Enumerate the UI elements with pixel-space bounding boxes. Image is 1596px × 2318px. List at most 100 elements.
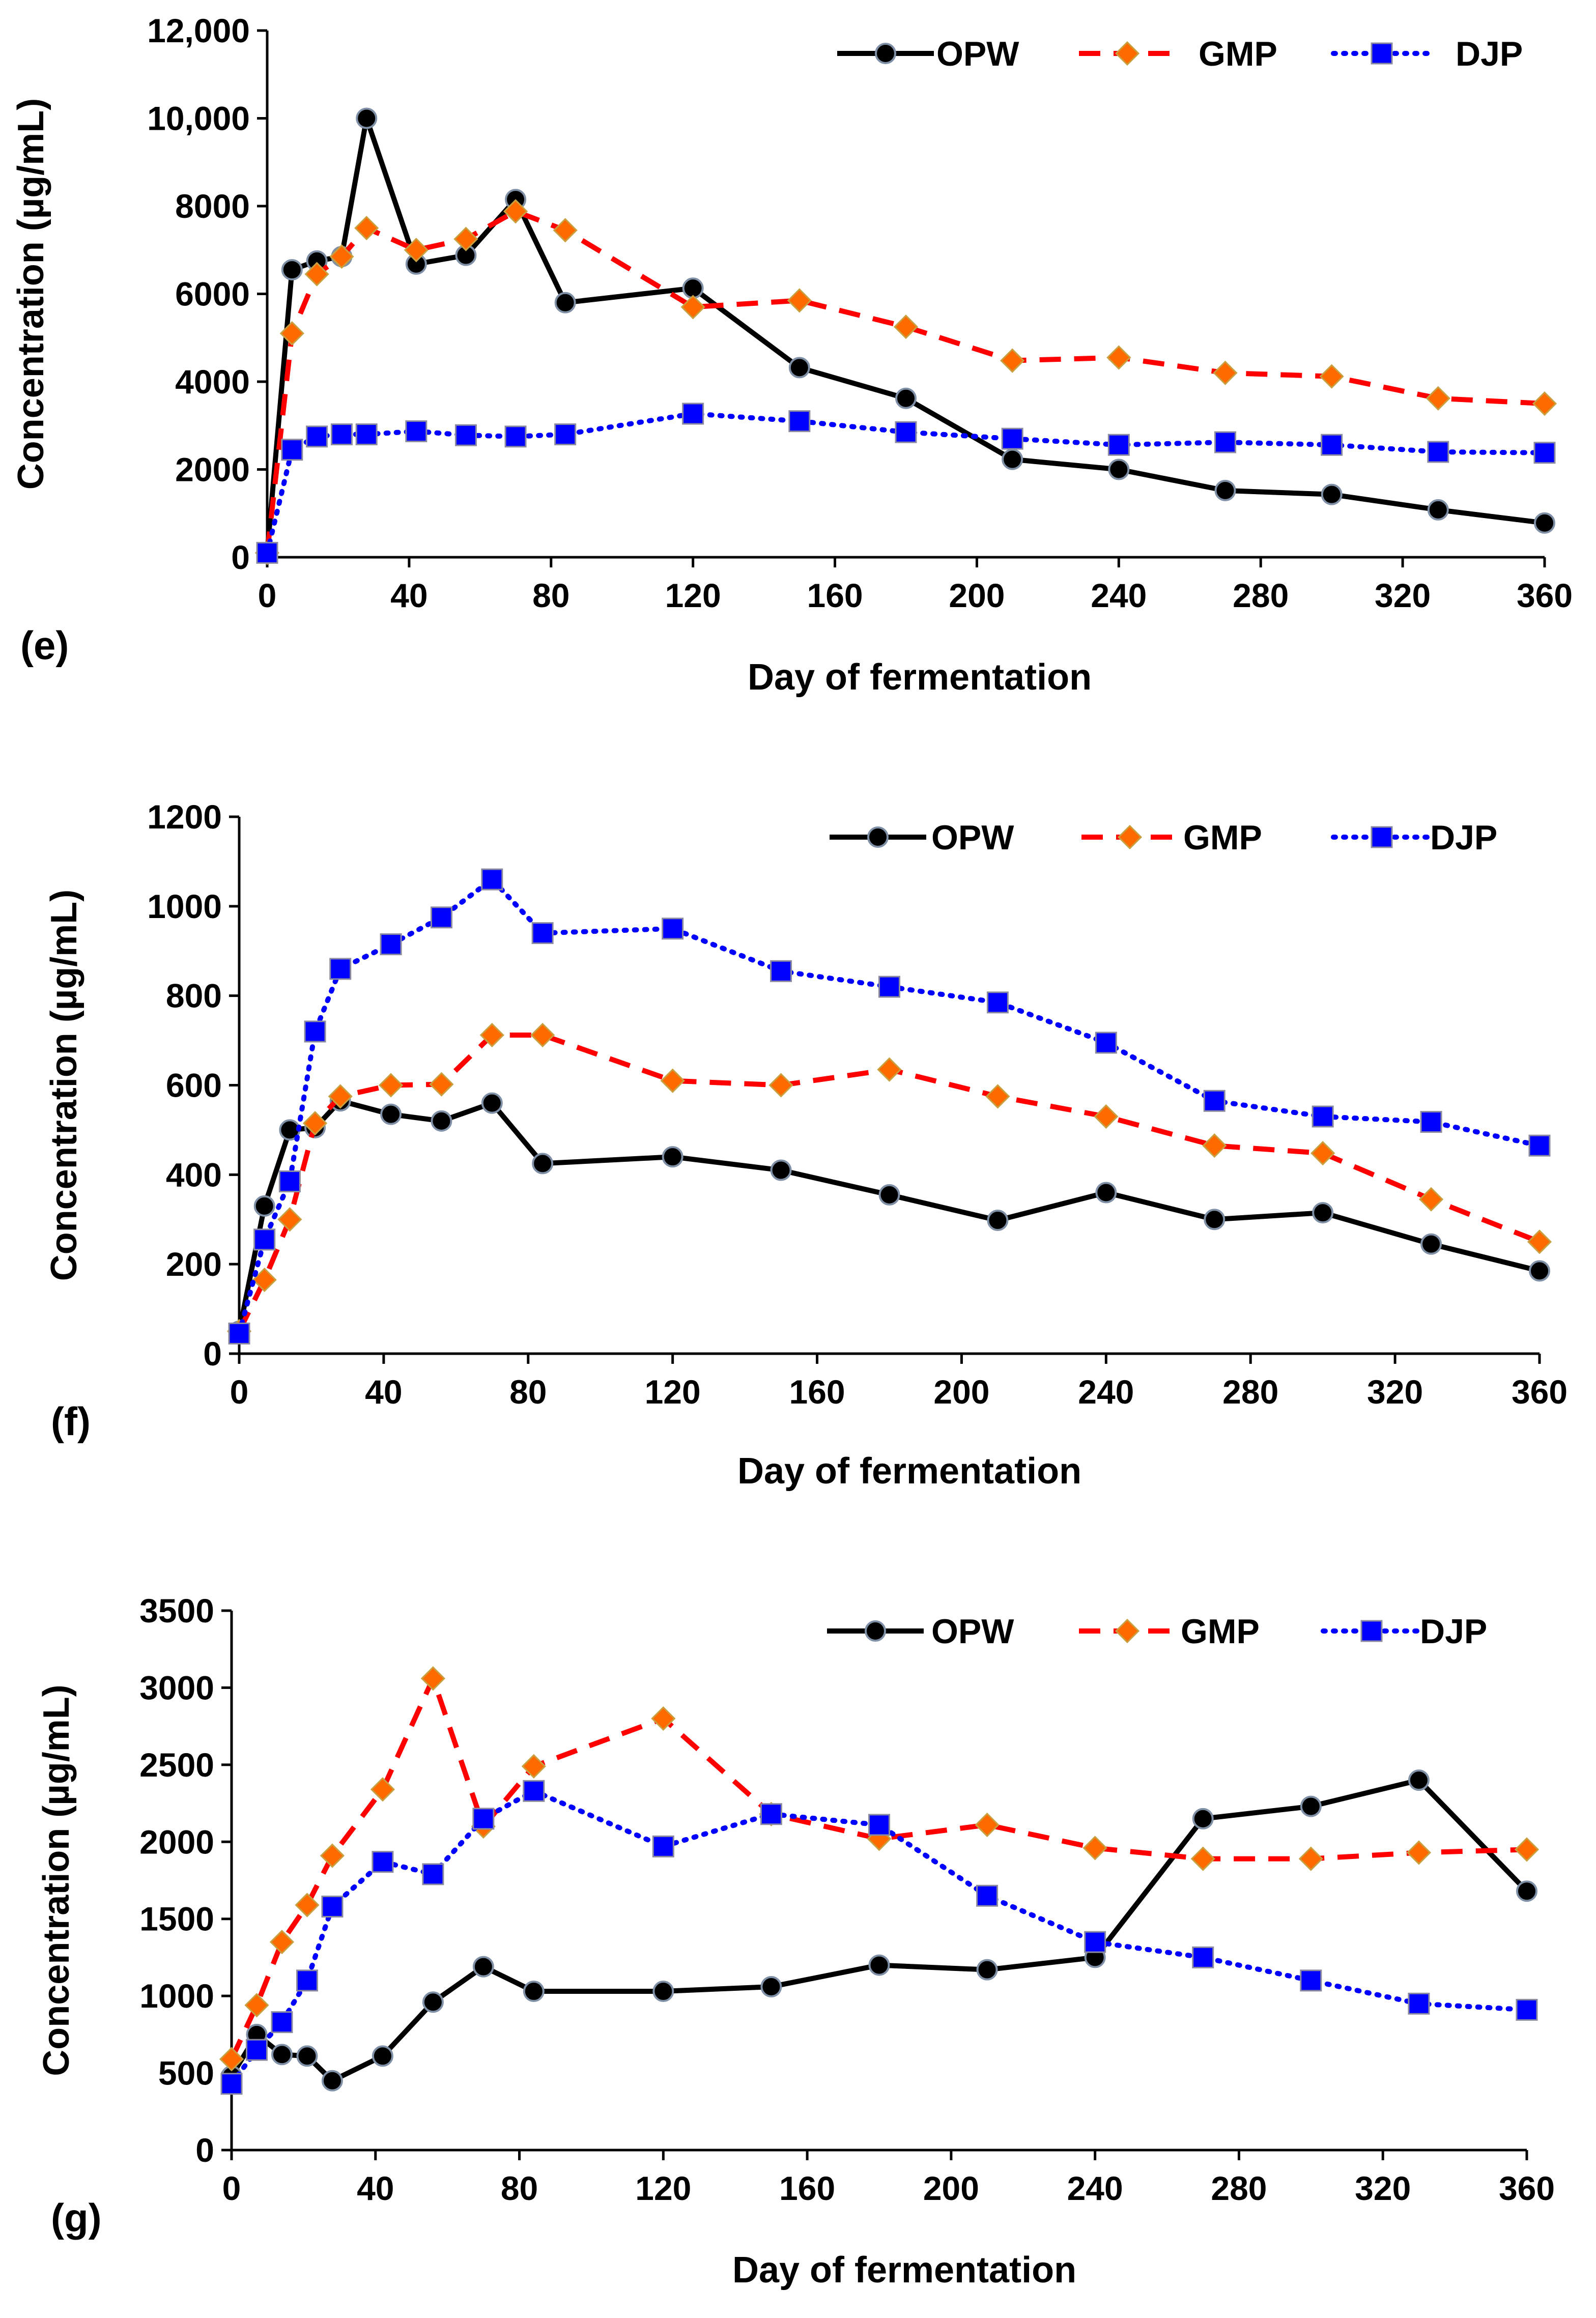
series-djp xyxy=(256,403,1556,564)
legend: OPW GMP DJP xyxy=(837,35,1523,73)
data-point-gmp xyxy=(295,1893,320,1918)
y-tick-label: 10,000 xyxy=(147,100,250,137)
legend-marker-gmp xyxy=(1115,41,1140,66)
data-point-opw xyxy=(976,1959,998,1981)
data-point-djp xyxy=(430,906,452,929)
data-point-opw xyxy=(472,1956,494,1978)
x-tick-label: 200 xyxy=(933,1373,989,1411)
data-point-gmp xyxy=(320,1843,345,1868)
y-tick-label: 500 xyxy=(158,2054,214,2092)
data-point-gmp xyxy=(219,2047,244,2072)
data-point-djp xyxy=(788,410,811,433)
data-point-djp xyxy=(405,420,428,442)
data-point-djp xyxy=(554,423,577,445)
data-point-djp xyxy=(523,1780,545,1802)
y-tick-label: 8000 xyxy=(175,187,250,225)
data-point-gmp xyxy=(420,1666,446,1691)
data-point-gmp xyxy=(329,244,354,269)
y-tick-label: 0 xyxy=(231,538,250,576)
series-line-gmp xyxy=(229,1676,1527,2061)
legend-marker-gmp xyxy=(1117,824,1143,850)
data-point-djp xyxy=(1321,434,1343,456)
legend-label-opw: OPW xyxy=(931,1612,1014,1651)
data-point-opw xyxy=(895,387,917,409)
series-gmp xyxy=(254,199,1557,565)
x-tick-label: 280 xyxy=(1211,2169,1267,2207)
data-point-gmp xyxy=(302,1111,328,1136)
x-axis-title: Day of fermentation xyxy=(737,1451,1081,1492)
y-tick-label: 400 xyxy=(166,1156,222,1193)
y-tick-label: 3000 xyxy=(139,1669,214,1706)
data-point-djp xyxy=(1203,1090,1226,1112)
legend-marker-djp xyxy=(1371,826,1393,848)
data-point-gmp xyxy=(304,262,329,287)
x-tick-label: 0 xyxy=(222,2169,241,2207)
data-point-gmp xyxy=(269,1930,295,1955)
data-point-djp xyxy=(306,425,328,448)
series-djp xyxy=(220,1780,1538,2095)
data-point-djp xyxy=(1533,442,1556,464)
data-point-gmp xyxy=(893,314,919,339)
y-tick-label: 1000 xyxy=(139,1977,214,2015)
data-point-opw xyxy=(380,1103,402,1125)
y-tick-label: 2000 xyxy=(139,1823,214,1861)
data-point-djp xyxy=(296,1969,318,1992)
data-point-opw xyxy=(431,1110,452,1132)
data-point-gmp xyxy=(1082,1836,1107,1861)
data-point-djp xyxy=(355,423,378,445)
data-point-gmp xyxy=(530,1022,555,1048)
data-point-opw xyxy=(1420,1233,1442,1255)
y-tick-label: 600 xyxy=(166,1067,222,1104)
data-point-gmp xyxy=(503,199,528,224)
data-point-djp xyxy=(878,976,900,998)
series-gmp xyxy=(219,1666,1540,2072)
data-point-opw xyxy=(253,1195,275,1217)
data-point-djp xyxy=(1516,1998,1538,2021)
data-point-gmp xyxy=(768,1073,793,1098)
panel-label: (f) xyxy=(51,1399,91,1444)
data-point-opw xyxy=(1192,1808,1214,1829)
data-point-djp xyxy=(228,1322,250,1344)
y-tick-label: 1500 xyxy=(139,1900,214,1938)
data-point-djp xyxy=(976,1884,999,1907)
data-point-djp xyxy=(868,1814,890,1836)
data-point-djp xyxy=(245,2039,268,2061)
series-line-djp xyxy=(237,877,1542,1336)
legend-label-djp: DJP xyxy=(1456,35,1523,73)
data-point-gmp xyxy=(877,1057,902,1082)
legend-label-djp: DJP xyxy=(1430,818,1497,857)
data-point-djp xyxy=(278,1170,301,1193)
data-point-gmp xyxy=(1418,1187,1444,1212)
x-axis-title: Day of fermentation xyxy=(732,2250,1076,2291)
data-point-gmp xyxy=(1190,1846,1215,1871)
data-point-gmp xyxy=(1527,1229,1552,1254)
data-point-gmp xyxy=(521,1754,546,1779)
data-point-gmp xyxy=(1298,1846,1323,1871)
data-point-djp xyxy=(1095,1032,1117,1054)
data-point-djp xyxy=(652,1835,674,1857)
data-point-djp xyxy=(422,1863,444,1885)
data-point-djp xyxy=(1107,434,1130,456)
data-point-djp xyxy=(1192,1946,1214,1968)
data-point-opw xyxy=(1312,1202,1334,1224)
x-tick-label: 240 xyxy=(1078,1373,1134,1411)
x-tick-label: 40 xyxy=(365,1373,402,1411)
panel-label: (e) xyxy=(20,623,69,668)
x-tick-label: 360 xyxy=(1517,577,1573,614)
data-point-opw xyxy=(1516,1880,1537,1902)
data-point-gmp xyxy=(1514,1837,1540,1862)
legend-label-opw: OPW xyxy=(931,818,1014,857)
data-point-djp xyxy=(1420,1111,1442,1133)
chart-panel-f: 0 200 400 600 800 1000 1200 0 40 80 120 160 200 240 28… xyxy=(44,798,1568,1492)
y-tick-label: 3500 xyxy=(139,1592,214,1629)
data-point-gmp xyxy=(1426,386,1450,411)
data-point-gmp xyxy=(1000,348,1025,373)
data-point-djp xyxy=(770,960,792,982)
series-line-gmp xyxy=(265,209,1545,553)
x-tick-label: 80 xyxy=(509,1373,547,1411)
data-point-opw xyxy=(1321,483,1343,505)
series-djp xyxy=(228,868,1551,1344)
data-point-opw xyxy=(523,1981,545,2002)
data-point-djp xyxy=(472,1808,495,1830)
data-point-gmp xyxy=(1213,360,1238,385)
